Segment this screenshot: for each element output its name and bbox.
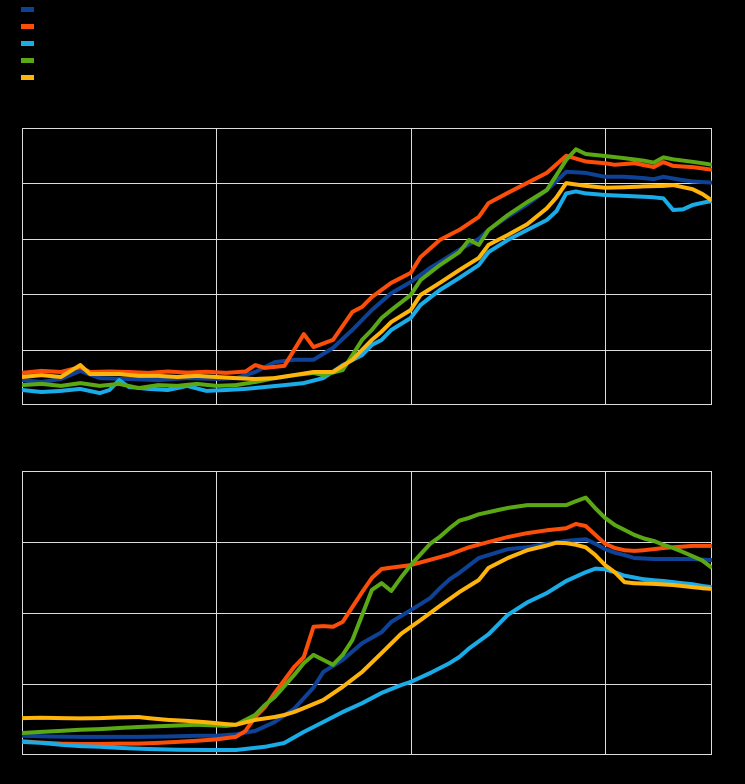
- series-line-green: [22, 147, 712, 391]
- plot-border: [22, 471, 712, 755]
- legend-swatch-amber: [21, 75, 34, 80]
- plot-border: [22, 128, 712, 405]
- legend-swatch-cyan: [21, 41, 34, 46]
- legend: [21, 7, 34, 92]
- series-line-green: [22, 495, 712, 735]
- series-line-orange: [22, 521, 712, 746]
- plot-area-2: [22, 471, 712, 755]
- series-line-amber: [22, 540, 712, 727]
- plot-area-1: [22, 128, 712, 405]
- legend-swatch-green: [21, 58, 34, 63]
- top-chart: [22, 128, 712, 405]
- series-line-cyan: [22, 566, 712, 752]
- series-line-navy: [22, 169, 712, 384]
- bottom-chart: [22, 471, 712, 755]
- series-line-cyan: [22, 189, 712, 396]
- series-line-amber: [22, 181, 712, 381]
- legend-swatch-navy: [21, 7, 34, 12]
- series-line-orange: [22, 153, 712, 375]
- legend-swatch-orange: [21, 24, 34, 29]
- series-line-navy: [22, 537, 712, 739]
